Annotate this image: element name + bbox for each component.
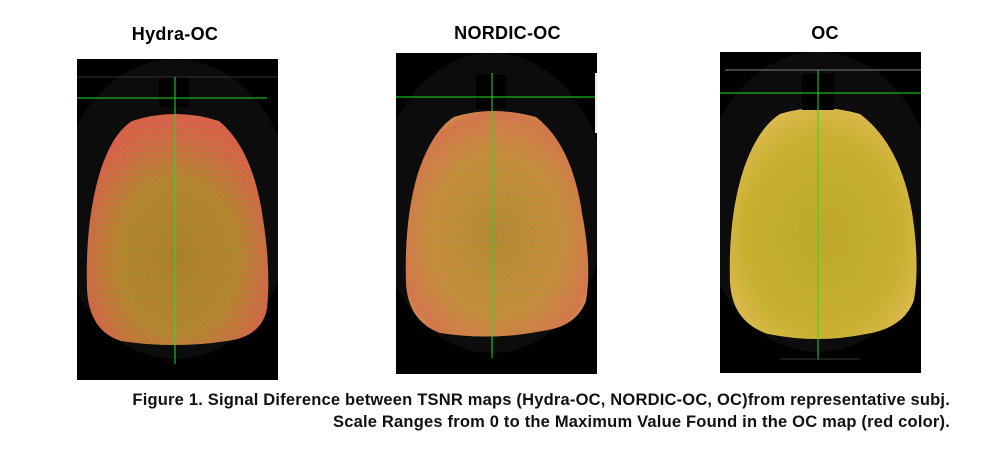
panel-title-hydra-oc: Hydra-OC [131, 24, 219, 44]
panel-title-nordic-oc: NORDIC-OC [454, 23, 561, 43]
figure-caption: Figure 1. Signal Diference between TSNR … [60, 389, 950, 433]
panel-title-oc: OC [811, 23, 839, 43]
figure-caption-line-1: Figure 1. Signal Diference between TSNR … [132, 391, 950, 409]
brain-map-hydra-oc [77, 59, 278, 380]
oc-brain-shape [729, 108, 917, 339]
brain-map-nordic-oc [396, 53, 597, 374]
brain-map-oc [720, 52, 921, 373]
figure-caption-line-2: Scale Ranges from 0 to the Maximum Value… [333, 413, 950, 431]
